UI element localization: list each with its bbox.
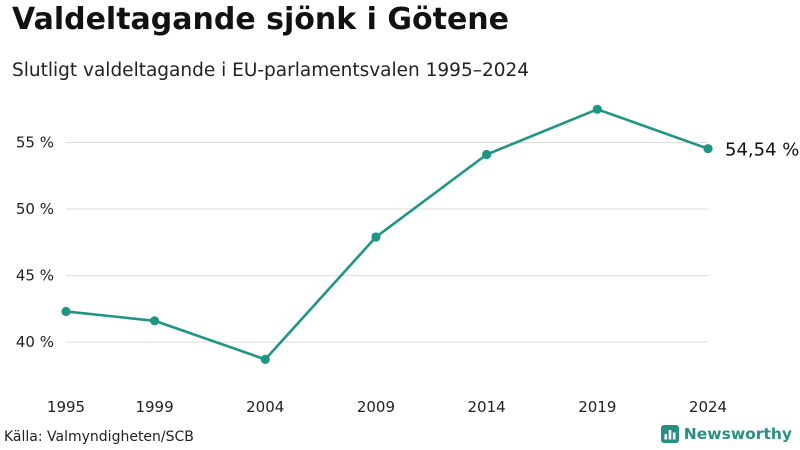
x-tick-label: 2019 (578, 398, 616, 416)
x-axis-ticks: 1995 1999 2004 2009 2014 2019 2024 (47, 398, 727, 416)
y-tick-label: 45 % (16, 267, 54, 285)
source-note: Källa: Valmyndigheten/SCB (4, 429, 194, 445)
data-point (61, 306, 71, 317)
data-point (371, 232, 381, 242)
data-point (703, 144, 713, 154)
y-axis-ticks: 40 % 45 % 50 % 55 % (16, 134, 54, 352)
chart-title: Valdeltagande sjönk i Götene (12, 2, 509, 37)
brand-logo: Newsworthy (660, 425, 792, 443)
data-point (592, 104, 602, 114)
bar-chart-logo-icon (660, 425, 679, 443)
x-tick-label: 2024 (689, 398, 727, 416)
y-tick-label: 40 % (16, 333, 54, 351)
label-layer: 54,54 % (725, 140, 799, 161)
data-point (260, 354, 270, 364)
chart-subtitle: Slutligt valdeltagande i EU-parlamentsva… (12, 60, 530, 81)
x-tick-label: 2004 (246, 398, 284, 416)
end-value-label: 54,54 % (725, 140, 799, 161)
y-tick-label: 50 % (16, 200, 54, 218)
data-point (482, 149, 492, 160)
brand-name: Newsworthy (683, 425, 792, 443)
data-point (149, 316, 160, 326)
series-line (64, 107, 710, 361)
x-tick-label: 2014 (468, 398, 506, 416)
x-tick-label: 1995 (47, 398, 85, 416)
series-layer (61, 104, 713, 364)
grid-layer (66, 142, 708, 343)
x-tick-label: 2009 (357, 398, 395, 416)
y-tick-label: 55 % (16, 134, 54, 152)
x-tick-label: 1999 (135, 398, 173, 416)
